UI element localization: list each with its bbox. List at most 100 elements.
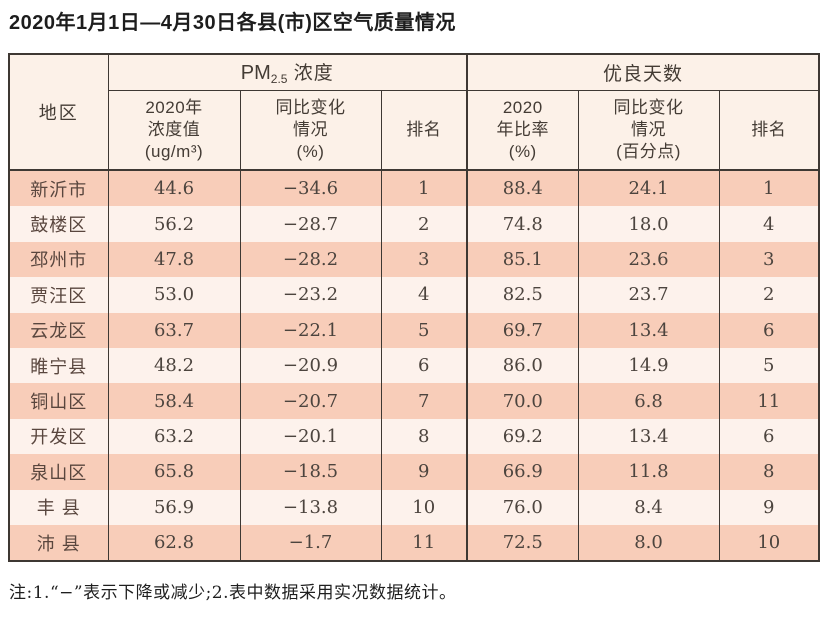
days-ratio-cell: 66.9 bbox=[466, 454, 579, 490]
table-row: 沛 县 62.8 −1.7 11 72.5 8.0 10 bbox=[8, 524, 820, 562]
days-ratio-cell: 69.2 bbox=[466, 418, 579, 455]
pm-change-cell: −1.7 bbox=[239, 524, 381, 562]
region-cell: 丰 县 bbox=[8, 489, 108, 525]
days-change-cell: 13.4 bbox=[577, 312, 720, 348]
days-ratio-cell: 85.1 bbox=[466, 241, 579, 278]
days-ratio-cell: 72.5 bbox=[466, 524, 579, 562]
region-cell: 新沂市 bbox=[8, 170, 108, 207]
pm-value-cell: 65.8 bbox=[107, 454, 240, 490]
region-cell: 开发区 bbox=[8, 418, 108, 455]
days-rank-cell: 4 bbox=[718, 206, 820, 242]
page-title: 2020年1月1日—4月30日各县(市)区空气质量情况 bbox=[9, 12, 456, 34]
days-change-cell: 8.4 bbox=[577, 489, 720, 525]
table-row: 睢宁县 48.2 −20.9 6 86.0 14.9 5 bbox=[8, 347, 820, 384]
days-rank-cell: 1 bbox=[718, 170, 820, 207]
region-cell: 贾汪区 bbox=[8, 277, 108, 313]
table-row: 新沂市 44.6 −34.6 1 88.4 24.1 1 bbox=[8, 170, 820, 207]
days-rank-cell: 11 bbox=[718, 383, 820, 419]
pm-rank-cell: 6 bbox=[380, 347, 468, 384]
pm-change-cell: −20.1 bbox=[239, 418, 381, 455]
pm-change-cell: −28.2 bbox=[239, 241, 381, 278]
days-ratio-cell: 88.4 bbox=[466, 170, 579, 207]
pm-change-cell: −18.5 bbox=[239, 454, 381, 490]
days-rank-cell: 9 bbox=[718, 489, 820, 525]
column-header-pm-rank: 排名 bbox=[380, 90, 468, 171]
column-header-region: 地区 bbox=[8, 54, 108, 171]
pm-value-cell: 58.4 bbox=[107, 383, 240, 419]
days-ratio-cell: 74.8 bbox=[466, 206, 579, 242]
pm-change-cell: −20.7 bbox=[239, 383, 381, 419]
table-row: 贾汪区 53.0 −23.2 4 82.5 23.7 2 bbox=[8, 277, 820, 313]
column-header-pm-value: 2020年 浓度值 (ug/m³) bbox=[107, 90, 240, 171]
pm-value-cell: 44.6 bbox=[107, 170, 240, 207]
pm-change-cell: −13.8 bbox=[239, 489, 381, 525]
pm-value-cell: 63.7 bbox=[107, 312, 240, 348]
air-quality-table: 地区 PM2.5 浓度 优良天数 2020年 浓度值 (ug/m³) 同比变化 … bbox=[8, 53, 821, 563]
pm-value-cell: 48.2 bbox=[107, 347, 240, 384]
table-row: 开发区 63.2 −20.1 8 69.2 13.4 6 bbox=[8, 418, 820, 455]
days-ratio-cell: 76.0 bbox=[466, 489, 579, 525]
column-header-days-change: 同比变化 情况 (百分点) bbox=[577, 90, 720, 171]
pm-subscript: 2.5 bbox=[270, 72, 288, 87]
pm-value-cell: 56.9 bbox=[107, 489, 240, 525]
pm-value-cell: 62.8 bbox=[107, 524, 240, 562]
column-header-days-ratio: 2020 年比率 (%) bbox=[466, 90, 579, 171]
pm-value-cell: 47.8 bbox=[107, 241, 240, 278]
pm-rank-cell: 8 bbox=[380, 418, 468, 455]
region-cell: 邳州市 bbox=[8, 241, 108, 278]
pm-change-cell: −28.7 bbox=[239, 206, 381, 242]
days-ratio-cell: 69.7 bbox=[466, 312, 579, 348]
table-row: 丰 县 56.9 −13.8 10 76.0 8.4 9 bbox=[8, 489, 820, 525]
pm-value-cell: 53.0 bbox=[107, 277, 240, 313]
region-cell: 沛 县 bbox=[8, 524, 108, 562]
column-header-days-rank: 排名 bbox=[718, 90, 820, 171]
days-change-cell: 8.0 bbox=[577, 524, 720, 562]
days-rank-cell: 3 bbox=[718, 241, 820, 278]
days-change-cell: 13.4 bbox=[577, 418, 720, 455]
group-header-good-days: 优良天数 bbox=[466, 54, 820, 91]
days-change-cell: 23.7 bbox=[577, 277, 720, 313]
pm-rank-cell: 7 bbox=[380, 383, 468, 419]
pm-rank-cell: 9 bbox=[380, 454, 468, 490]
table-header: 地区 PM2.5 浓度 优良天数 2020年 浓度值 (ug/m³) 同比变化 … bbox=[8, 54, 820, 171]
days-rank-cell: 8 bbox=[718, 454, 820, 490]
footnote: 注:1.“−”表示下降或减少;2.表中数据采用实况数据统计。 bbox=[9, 583, 457, 604]
days-change-cell: 6.8 bbox=[577, 383, 720, 419]
table-row: 泉山区 65.8 −18.5 9 66.9 11.8 8 bbox=[8, 454, 820, 490]
pm-change-cell: −20.9 bbox=[239, 347, 381, 384]
group-header-pm25: PM2.5 浓度 bbox=[107, 54, 468, 91]
table-body: 新沂市 44.6 −34.6 1 88.4 24.1 1 鼓楼区 56.2 −2… bbox=[8, 170, 820, 562]
region-cell: 泉山区 bbox=[8, 454, 108, 490]
days-rank-cell: 5 bbox=[718, 347, 820, 384]
days-change-cell: 14.9 bbox=[577, 347, 720, 384]
table-row: 鼓楼区 56.2 −28.7 2 74.8 18.0 4 bbox=[8, 206, 820, 242]
table-row: 云龙区 63.7 −22.1 5 69.7 13.4 6 bbox=[8, 312, 820, 348]
region-cell: 鼓楼区 bbox=[8, 206, 108, 242]
table-row: 邳州市 47.8 −28.2 3 85.1 23.6 3 bbox=[8, 241, 820, 278]
days-change-cell: 23.6 bbox=[577, 241, 720, 278]
pm-rank-cell: 1 bbox=[380, 170, 468, 207]
pm-value-cell: 63.2 bbox=[107, 418, 240, 455]
pm-rank-cell: 11 bbox=[380, 524, 468, 562]
days-rank-cell: 2 bbox=[718, 277, 820, 313]
pm-rank-cell: 5 bbox=[380, 312, 468, 348]
column-header-pm-change: 同比变化 情况 (%) bbox=[239, 90, 381, 171]
region-cell: 睢宁县 bbox=[8, 347, 108, 384]
pm-suffix: 浓度 bbox=[287, 63, 334, 85]
days-rank-cell: 6 bbox=[718, 418, 820, 455]
pm-value-cell: 56.2 bbox=[107, 206, 240, 242]
table-row: 铜山区 58.4 −20.7 7 70.0 6.8 11 bbox=[8, 383, 820, 419]
days-rank-cell: 10 bbox=[718, 524, 820, 562]
days-change-cell: 24.1 bbox=[577, 170, 720, 207]
days-rank-cell: 6 bbox=[718, 312, 820, 348]
days-change-cell: 11.8 bbox=[577, 454, 720, 490]
region-cell: 云龙区 bbox=[8, 312, 108, 348]
pm-label: PM bbox=[240, 62, 271, 85]
region-cell: 铜山区 bbox=[8, 383, 108, 419]
pm-rank-cell: 4 bbox=[380, 277, 468, 313]
days-ratio-cell: 86.0 bbox=[466, 347, 579, 384]
pm-change-cell: −22.1 bbox=[239, 312, 381, 348]
pm-rank-cell: 10 bbox=[380, 489, 468, 525]
days-ratio-cell: 70.0 bbox=[466, 383, 579, 419]
